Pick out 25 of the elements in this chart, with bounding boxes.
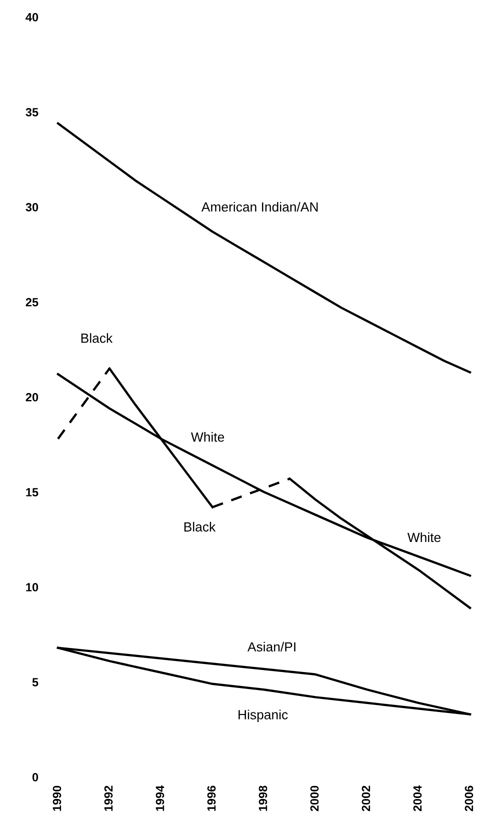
- annotation: Black: [184, 522, 216, 532]
- x-tick-label: 1990: [52, 786, 62, 811]
- y-tick-label: 0: [32, 773, 38, 782]
- y-tick-label: 30: [26, 203, 38, 212]
- x-tick-label: 1994: [156, 785, 164, 811]
- y-tick-label: 35: [26, 108, 38, 116]
- annotation: White: [190, 432, 224, 442]
- annotation: White: [407, 532, 441, 542]
- y-tick-label: 20: [26, 393, 38, 402]
- x-tick-label: 2002: [362, 786, 370, 812]
- y-tick-label: 40: [26, 13, 38, 22]
- x-tick-label: 1992: [104, 786, 113, 811]
- y-tick-label: 15: [26, 488, 38, 496]
- x-tick-label: 1996: [207, 786, 216, 811]
- y-tick-label: 25: [26, 298, 38, 306]
- annotation: American Indian/AN: [201, 202, 318, 212]
- annotation: Hispanic: [238, 710, 288, 722]
- y-tick-label: 5: [32, 678, 38, 686]
- annotation: Black: [81, 333, 113, 343]
- annotation: Asian/PI: [247, 642, 296, 652]
- x-tick-label: 2000: [310, 786, 319, 812]
- x-tick-label: 1998: [258, 786, 268, 811]
- x-tick-label: 2006: [464, 786, 474, 812]
- y-tick-label: 10: [26, 583, 38, 592]
- x-tick-label: 2004: [413, 785, 422, 812]
